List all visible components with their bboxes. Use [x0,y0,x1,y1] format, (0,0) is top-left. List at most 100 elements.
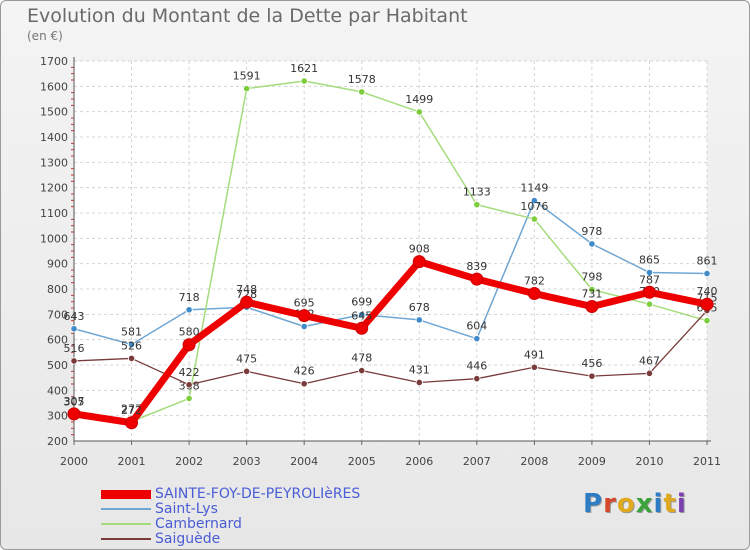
x-tick-label: 2003 [233,455,261,468]
y-tick-label: 1100 [40,207,68,220]
data-point [703,317,711,325]
data-point [527,287,541,301]
data-point [530,363,538,371]
data-label: 1149 [520,182,548,195]
data-point [185,394,193,403]
y-tick-label: 1200 [40,182,68,195]
data-point [473,375,481,383]
x-tick-label: 2006 [405,455,433,468]
data-label: 1133 [463,186,491,199]
legend-swatch [101,538,151,540]
proxiti-logo: Proxiti [583,489,687,519]
data-label: 678 [409,301,430,314]
data-point [243,367,251,375]
data-label: 581 [121,325,142,338]
data-point [588,240,596,248]
legend-label: Cambernard [155,516,242,532]
data-label: 798 [581,271,602,284]
data-point [182,338,196,352]
series-line [73,309,708,386]
data-point [588,372,596,380]
data-label: 307 [64,395,85,408]
x-tick-label: 2000 [60,455,88,468]
data-point [470,272,484,286]
legend-swatch [101,523,151,525]
data-point [530,215,538,223]
x-tick-label: 2004 [290,455,318,468]
y-tick-label: 800 [47,283,68,296]
y-tick-label: 1400 [40,131,68,144]
data-label: 431 [409,363,430,376]
data-point [243,85,251,93]
data-label: 475 [236,352,257,365]
data-label: 446 [466,360,487,373]
data-label: 695 [294,297,315,310]
legend-label: Saiguède [155,531,221,547]
data-point [300,322,308,331]
data-label: 422 [179,366,200,379]
data-label: 305 [64,395,85,408]
legend-label: SAINTE-FOY-DE-PEYROLIèRES [155,486,361,502]
data-point [125,416,139,430]
data-label: 1578 [348,73,376,86]
y-tick-label: 1300 [40,156,68,169]
data-label: 580 [179,326,200,339]
data-point [703,269,711,278]
data-label: 1499 [405,93,433,106]
data-label: 787 [639,273,660,286]
data-point [473,335,481,343]
data-point [355,321,369,335]
data-label: 740 [697,285,718,298]
data-point [358,88,366,96]
data-label: 516 [64,342,85,355]
data-point [585,299,599,313]
data-point [588,285,596,294]
y-tick-label: 900 [47,258,68,271]
chart-subtitle: (en €) [27,29,63,43]
data-label: 272 [121,404,142,417]
data-point [473,201,481,209]
series-line [70,258,711,427]
data-point [127,354,136,363]
data-point [642,285,656,299]
data-point [412,255,426,269]
data-label: 839 [466,260,487,273]
data-label: 456 [581,357,602,370]
data-point [415,316,423,324]
data-label: 861 [697,255,718,268]
data-label: 908 [409,243,430,256]
data-label: 1621 [290,62,318,75]
x-tick-label: 2011 [693,455,721,468]
data-label: 491 [524,348,545,361]
data-label: 865 [639,254,660,267]
data-point [645,369,654,377]
data-point [358,310,366,319]
data-point [67,407,81,421]
data-label: 731 [581,287,602,300]
data-label: 526 [121,339,142,352]
data-point [645,300,654,308]
data-point [645,268,654,277]
y-tick-label: 500 [47,359,68,372]
data-label: 426 [294,365,315,378]
data-point [297,309,311,323]
legend-swatch [101,489,151,499]
plot-area [74,61,707,441]
data-label: 978 [581,225,602,238]
y-tick-label: 1000 [40,232,68,245]
series-line [73,80,708,423]
data-point [70,325,78,333]
y-tick-label: 1600 [40,80,68,93]
data-label: 699 [351,296,372,309]
x-tick-label: 2007 [463,455,491,468]
data-point [530,196,538,205]
data-label: 782 [524,275,545,288]
data-point [300,77,308,85]
data-label: 645 [351,309,372,322]
data-label: 1076 [520,200,548,213]
x-tick-label: 2002 [175,455,203,468]
data-label: 478 [351,352,372,365]
x-tick-label: 2001 [118,455,146,468]
